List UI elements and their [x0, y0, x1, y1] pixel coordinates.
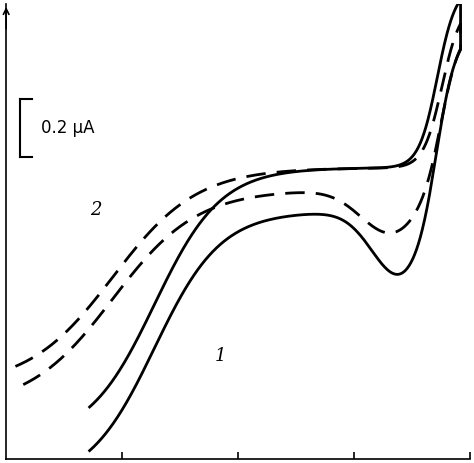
Text: 1: 1: [215, 347, 226, 365]
Text: 0.2 μA: 0.2 μA: [41, 119, 94, 137]
Text: 2: 2: [90, 201, 101, 219]
